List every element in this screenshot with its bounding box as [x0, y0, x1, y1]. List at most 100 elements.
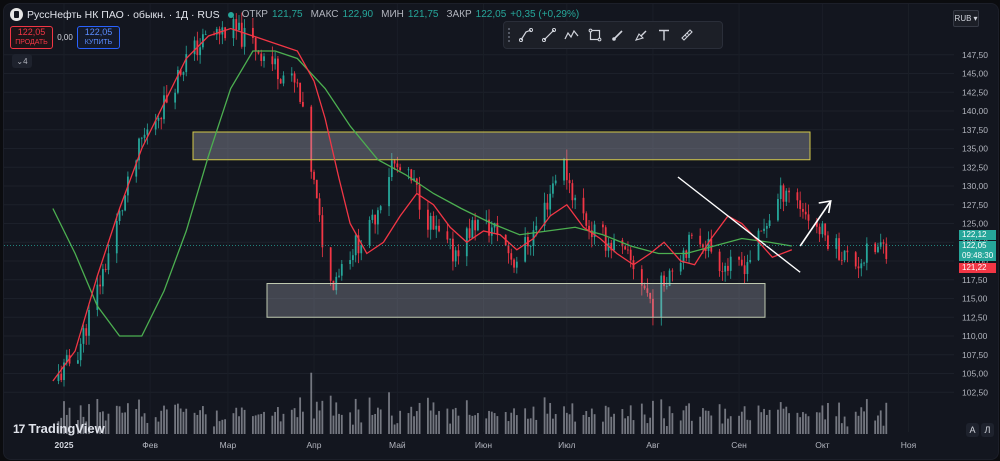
volume-bar: [529, 418, 532, 434]
volume-bar: [57, 421, 60, 434]
candle-body: [413, 178, 415, 181]
candle-body: [432, 215, 435, 230]
candle-body: [115, 220, 118, 254]
volume-bar: [627, 416, 629, 434]
candle-body: [232, 19, 235, 39]
volume-bar: [727, 418, 729, 434]
volume-bar: [221, 419, 224, 434]
volume-bar: [671, 413, 674, 434]
candle-body: [379, 206, 382, 211]
candle-body: [257, 50, 260, 54]
volume-bar: [260, 413, 263, 434]
volume-bar: [299, 397, 302, 434]
price-tick-label: 125,00: [962, 219, 988, 229]
bid-price-label: 121,22: [959, 263, 996, 273]
candle-body: [174, 92, 177, 103]
volume-bar: [454, 407, 457, 434]
volume-bar: [663, 418, 665, 434]
drag-handle-icon[interactable]: [504, 22, 514, 48]
candle-body: [529, 246, 532, 247]
candle-body: [588, 225, 590, 231]
volume-bar: [679, 420, 682, 434]
volume-bar: [818, 412, 821, 434]
tradingview-logo[interactable]: 17 TradingView: [13, 421, 105, 436]
volume-bar: [318, 410, 321, 434]
volume-bar: [360, 422, 363, 434]
currency-selector[interactable]: RUB ▾: [953, 10, 979, 27]
candle-body: [549, 193, 552, 210]
volume-bar: [602, 421, 604, 434]
candle-body: [760, 230, 763, 232]
auto-scale-button[interactable]: A: [966, 423, 979, 437]
candle-body: [293, 73, 296, 83]
candle-body: [454, 250, 457, 262]
high-value: 122,90: [342, 9, 374, 20]
candle-body: [565, 158, 568, 181]
polyline-icon[interactable]: [514, 24, 537, 46]
candle-body: [157, 117, 160, 121]
candle-body: [179, 69, 182, 75]
sell-button[interactable]: 122,05 ПРОДАТЬ: [10, 26, 53, 49]
volume-bar: [235, 407, 238, 434]
volume-bar: [865, 399, 868, 434]
price-tick-label: 107,50: [962, 350, 988, 360]
text-icon[interactable]: [652, 24, 675, 46]
volume-bar: [640, 403, 643, 434]
candle-body: [668, 270, 671, 286]
volume-bar: [843, 416, 846, 434]
trendline-icon[interactable]: [537, 24, 560, 46]
candle-body: [629, 249, 632, 261]
candle-body: [296, 82, 299, 84]
rectangle-icon[interactable]: [583, 24, 606, 46]
log-scale-button[interactable]: Л: [981, 423, 994, 437]
volume-bar: [174, 404, 177, 434]
currency-label: RUB: [954, 14, 972, 23]
candle-body: [721, 271, 724, 272]
volume-bar: [588, 416, 590, 434]
candle-body: [738, 256, 740, 260]
volume-bar: [854, 411, 857, 434]
change-value: +0,35 (+0,29%): [510, 9, 580, 20]
candle-body: [377, 210, 379, 225]
candle-body: [407, 169, 410, 171]
candle-body: [154, 120, 157, 130]
volume-bar: [157, 421, 160, 434]
symbol-title[interactable]: РуссНефть НК ПАО · обыкн. · 1Д · RUS: [27, 8, 220, 21]
volume-bar: [410, 406, 413, 434]
candle-body: [340, 264, 343, 276]
spread-value: 0,00: [57, 33, 73, 42]
time-tick-label: Сен: [731, 440, 747, 450]
candle-body: [510, 253, 513, 260]
candle-body: [660, 275, 663, 317]
volume-bar: [427, 397, 429, 434]
ruler-icon[interactable]: [675, 24, 698, 46]
price-chart[interactable]: 147,50 145,00 142,50 140,00 137,50 135,00 132,…: [4, 4, 998, 459]
path-icon[interactable]: [560, 24, 583, 46]
candle-body: [390, 160, 393, 178]
volume-bar: [721, 423, 724, 434]
candle-body: [835, 238, 838, 249]
candle-body: [399, 167, 402, 171]
brush-icon[interactable]: [606, 24, 629, 46]
candle-body: [624, 246, 627, 250]
volume-bar: [885, 402, 888, 434]
time-tick-label: Июл: [558, 440, 575, 450]
volume-bar: [646, 423, 649, 434]
volume-bar: [338, 413, 340, 434]
ma-fast-line: [52, 27, 793, 382]
volume-bar: [374, 413, 377, 434]
candle-body: [204, 34, 207, 35]
volume-bar: [63, 401, 65, 434]
candle-body: [121, 210, 124, 212]
indicators-toggle[interactable]: ⌄ 4: [12, 54, 32, 68]
volume-bar: [690, 420, 693, 434]
volume-bar: [76, 420, 79, 434]
highlighter-icon[interactable]: [629, 24, 652, 46]
volume-bar: [643, 414, 646, 434]
candle-body: [757, 230, 760, 260]
candle-body: [118, 210, 121, 221]
candle-body: [427, 209, 429, 230]
buy-button[interactable]: 122,05 КУПИТЬ: [77, 26, 120, 49]
candle-body: [352, 255, 354, 261]
volume-bar: [396, 423, 399, 434]
